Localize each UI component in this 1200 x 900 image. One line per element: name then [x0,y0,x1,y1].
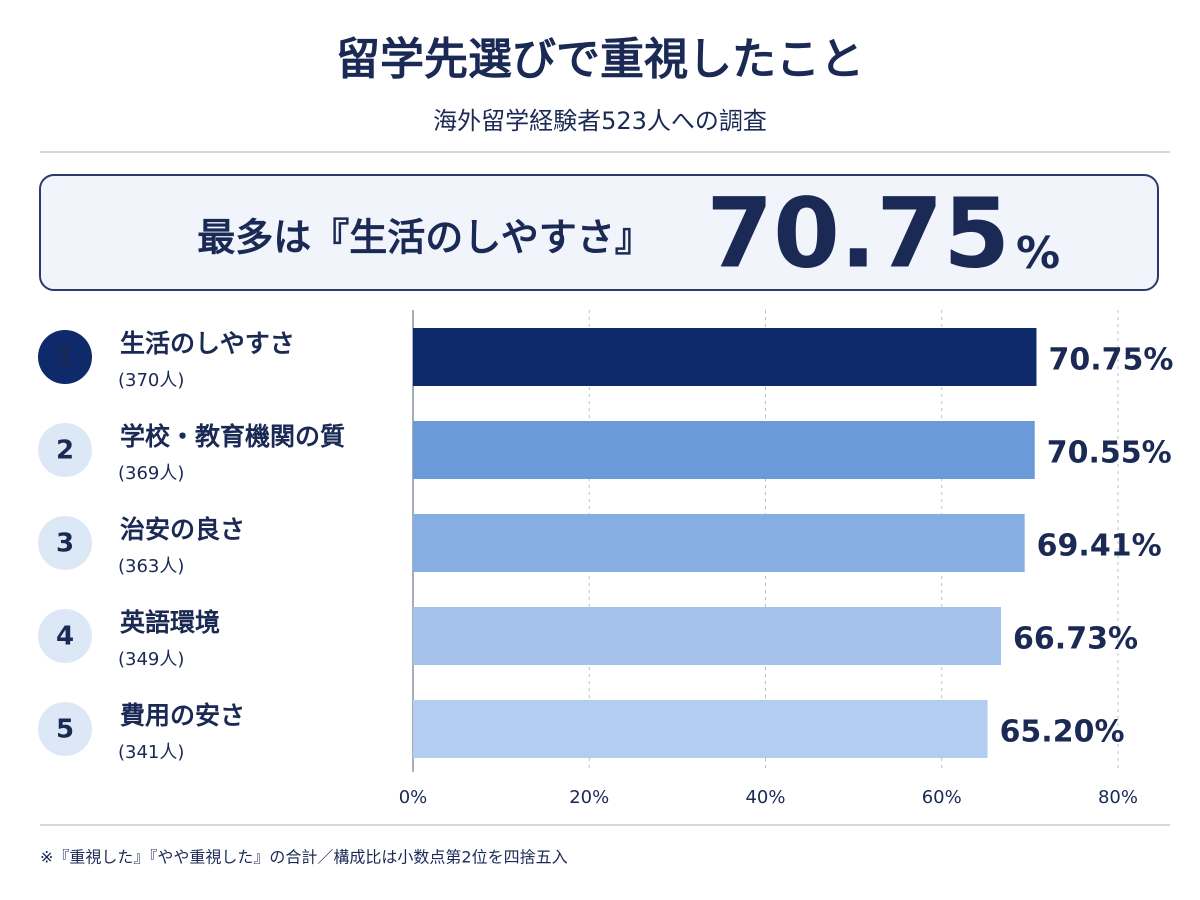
x-tick-label: 20% [569,787,609,808]
category-sublabel: (349人) [118,649,184,670]
category-label: 費用の安さ [119,701,245,730]
value-label: 65.20% [1000,715,1125,750]
x-tick-label: 60% [922,787,962,808]
rank-number: 2 [56,436,74,466]
category-sublabel: (369人) [118,463,184,484]
bar [413,607,1002,665]
rank-badge [38,702,92,756]
bar [413,700,988,758]
x-tick-label: 40% [745,787,785,808]
highlight-value: 70.75 [706,177,1010,289]
bar [413,514,1025,572]
rank-number: 3 [56,529,74,559]
x-tick-label: 80% [1098,787,1138,808]
bar [413,328,1037,386]
subtitle: 海外留学経験者523人への調査 [433,107,767,135]
value-label: 70.55% [1047,436,1172,471]
highlight-text: 最多は『生活のしやすさ』 [197,216,653,260]
bar [413,421,1035,479]
category-sublabel: (363人) [118,556,184,577]
rank-number: 4 [56,622,74,652]
category-label: 生活のしやすさ [120,329,295,358]
value-label: 70.75% [1048,343,1173,378]
value-label: 69.41% [1037,529,1162,564]
value-label: 66.73% [1013,622,1138,657]
rank-number: 5 [56,715,74,745]
highlight-unit: % [1016,228,1060,279]
rank-badge [38,330,92,384]
x-tick-label: 0% [399,787,428,808]
rank-badge [38,423,92,477]
rank-badge [38,516,92,570]
category-label: 学校・教育機関の質 [120,422,345,451]
rank-badge [38,609,92,663]
rank-number: 1 [56,343,74,373]
highlight-box [39,174,1159,291]
category-sublabel: (341人) [118,742,184,763]
category-sublabel: (370人) [118,370,184,391]
footnote: ※『重視した』『やや重視した』の合計／構成比は小数点第2位を四捨五入 [40,848,568,867]
title: 留学先選びで重視したこと [336,34,864,85]
category-label: 英語環境 [120,608,220,637]
category-label: 治安の良さ [120,515,245,544]
